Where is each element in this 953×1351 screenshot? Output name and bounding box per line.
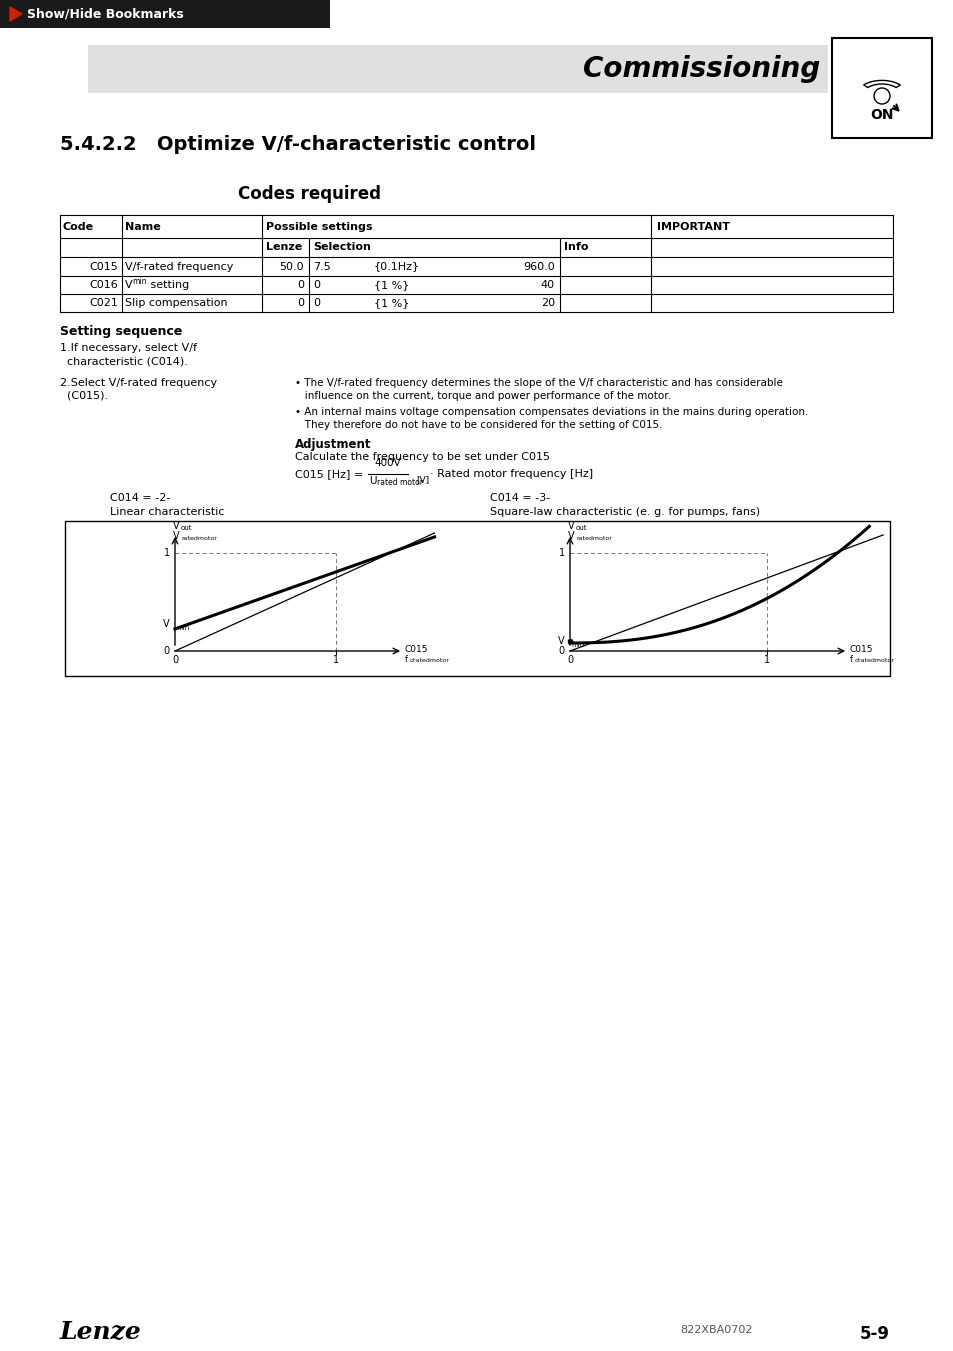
Text: They therefore do not have to be considered for the setting of C015.: They therefore do not have to be conside… (294, 420, 661, 430)
Bar (831, 38, 931, 138)
Text: Codes required: Codes required (238, 185, 381, 203)
Text: C014 = -2-: C014 = -2- (110, 493, 171, 503)
Text: 7.5: 7.5 (313, 262, 331, 272)
Text: IMPORTANT: IMPORTANT (657, 222, 729, 231)
Text: ratedmotor: ratedmotor (181, 536, 216, 540)
Text: Linear characteristic: Linear characteristic (110, 507, 224, 517)
Text: • An internal mains voltage compensation compensates deviations in the mains dur: • An internal mains voltage compensation… (294, 407, 807, 417)
Text: 1: 1 (333, 655, 338, 665)
Text: influence on the current, torque and power performance of the motor.: influence on the current, torque and pow… (294, 390, 670, 401)
Text: V: V (125, 280, 132, 290)
Text: [V]: [V] (416, 476, 429, 484)
Bar (65, 521, 889, 676)
Text: 1: 1 (558, 549, 564, 558)
Bar (0, 0, 330, 28)
Text: characteristic (C014).: characteristic (C014). (60, 357, 188, 366)
Text: V: V (567, 531, 574, 540)
Text: 0: 0 (313, 299, 319, 308)
Text: 1: 1 (164, 549, 170, 558)
Text: 1: 1 (763, 655, 769, 665)
Text: Possible settings: Possible settings (266, 222, 372, 231)
Text: 50.0: 50.0 (279, 262, 304, 272)
Text: • The V/f-rated frequency determines the slope of the V/f characteristic and has: • The V/f-rated frequency determines the… (294, 378, 782, 388)
Text: out: out (576, 526, 587, 531)
Text: Square-law characteristic (e. g. for pumps, fans): Square-law characteristic (e. g. for pum… (490, 507, 760, 517)
Text: 0: 0 (296, 299, 304, 308)
Text: min: min (571, 642, 583, 648)
Text: C016: C016 (90, 280, 118, 290)
Text: Calculate the frequency to be set under C015: Calculate the frequency to be set under … (294, 453, 550, 462)
Text: 2.Select V/f-rated frequency: 2.Select V/f-rated frequency (60, 378, 217, 388)
Text: dratedmotor: dratedmotor (854, 658, 894, 663)
Text: f: f (405, 654, 408, 663)
Text: out: out (181, 526, 193, 531)
Text: C015: C015 (405, 644, 428, 654)
Text: C021: C021 (89, 299, 118, 308)
Text: Name: Name (125, 222, 161, 231)
Text: 0: 0 (164, 646, 170, 657)
Text: 0: 0 (313, 280, 319, 290)
Text: ratedmotor: ratedmotor (576, 536, 611, 540)
Polygon shape (862, 81, 900, 88)
Text: V: V (172, 521, 179, 531)
Text: ON: ON (869, 108, 893, 122)
Text: min: min (132, 277, 147, 286)
Bar (88, 45, 827, 93)
Text: 0: 0 (296, 280, 304, 290)
Text: (C015).: (C015). (60, 390, 108, 401)
Text: 0: 0 (558, 646, 564, 657)
Text: V/f-rated frequency: V/f-rated frequency (125, 262, 233, 272)
Text: V: V (558, 636, 564, 646)
Text: C014 = -3-: C014 = -3- (490, 493, 550, 503)
Text: Slip compensation: Slip compensation (125, 299, 228, 308)
Text: V: V (172, 531, 179, 540)
Text: 1.If necessary, select V/f: 1.If necessary, select V/f (60, 343, 196, 353)
Text: {1 %}: {1 %} (374, 299, 409, 308)
Text: dratedmotor: dratedmotor (410, 658, 450, 663)
Text: 40: 40 (540, 280, 555, 290)
Text: 20: 20 (540, 299, 555, 308)
Text: 5-9: 5-9 (859, 1325, 889, 1343)
Text: Setting sequence: Setting sequence (60, 326, 182, 338)
Text: Selection: Selection (313, 242, 371, 253)
Text: Code: Code (63, 222, 94, 231)
Polygon shape (10, 7, 22, 22)
Text: 960.0: 960.0 (522, 262, 555, 272)
Text: {0.1Hz}: {0.1Hz} (374, 262, 419, 272)
Circle shape (873, 88, 889, 104)
Text: Show/Hide Bookmarks: Show/Hide Bookmarks (27, 8, 184, 20)
Text: 400V: 400V (375, 458, 401, 467)
Text: setting: setting (147, 280, 189, 290)
Text: C015: C015 (849, 644, 873, 654)
Text: f: f (849, 654, 852, 663)
Text: Commissioning: Commissioning (582, 55, 820, 82)
Text: rated motor: rated motor (376, 478, 422, 486)
Text: 0: 0 (566, 655, 573, 665)
Text: C015: C015 (90, 262, 118, 272)
Text: C015 [Hz] =: C015 [Hz] = (294, 469, 366, 480)
Text: min: min (175, 626, 189, 631)
Text: V: V (163, 619, 170, 630)
Text: Info: Info (563, 242, 588, 253)
Text: Lenze: Lenze (266, 242, 302, 253)
Text: Lenze: Lenze (60, 1320, 142, 1344)
Text: · Rated motor frequency [Hz]: · Rated motor frequency [Hz] (422, 469, 593, 480)
Text: V: V (567, 521, 574, 531)
Text: U: U (369, 476, 376, 486)
Text: 5.4.2.2   Optimize V/f-characteristic control: 5.4.2.2 Optimize V/f-characteristic cont… (60, 135, 536, 154)
Text: Adjustment: Adjustment (294, 438, 371, 451)
Text: 822XBA0702: 822XBA0702 (679, 1325, 752, 1335)
Text: 0: 0 (172, 655, 178, 665)
Text: {1 %}: {1 %} (374, 280, 409, 290)
